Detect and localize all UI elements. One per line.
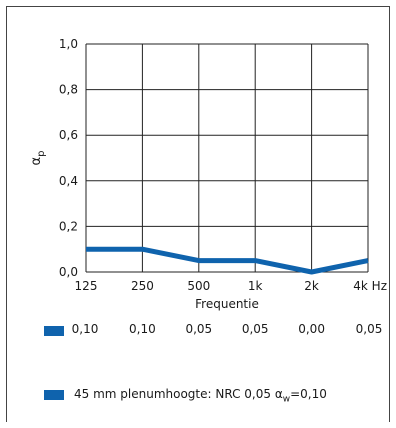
y-tick-label: 0,6 [59, 128, 78, 142]
value-label: 0,05 [185, 322, 213, 336]
x-tick-label: 250 [131, 279, 154, 293]
x-tick-label: 1k [248, 279, 263, 293]
y-tick-labels: 0,0 0,2 0,4 0,6 0,8 1,0 [59, 37, 78, 279]
x-tick-label: 2k [304, 279, 319, 293]
y-axis-label: αp [29, 151, 47, 166]
legend: 45 mm plenumhoogte: NRC 0,05 αw=0,10 [44, 386, 384, 406]
value-label: 0,10 [71, 322, 99, 336]
legend-suffix: =0,10 [290, 387, 327, 401]
y-tick-label: 1,0 [59, 37, 78, 51]
x-tick-label: 500 [187, 279, 210, 293]
x-tick-label: 125 [75, 279, 98, 293]
x-tick-label: 4k Hz [353, 279, 387, 293]
value-label: 0,05 [241, 322, 269, 336]
legend-prefix: 45 mm plenumhoogte: NRC 0,05 [74, 387, 275, 401]
x-axis-label: Frequentie [195, 297, 259, 311]
value-row: 0,10 0,10 0,05 0,05 0,00 0,05 [44, 322, 384, 342]
legend-alpha-sub: w [282, 394, 291, 405]
chart-frame [6, 6, 390, 422]
grid-lines [85, 43, 369, 273]
legend-text: 45 mm plenumhoogte: NRC 0,05 αw=0,10 [74, 387, 327, 404]
legend-alpha: α [274, 387, 283, 401]
value-row-swatch [44, 326, 64, 336]
legend-swatch [44, 390, 64, 400]
y-tick-label: 0,4 [59, 174, 78, 188]
y-tick-label: 0,2 [59, 219, 78, 233]
y-tick-label: 0,0 [59, 265, 78, 279]
x-tick-labels: 125 250 500 1k 2k 4k Hz [75, 279, 387, 293]
y-tick-label: 0,8 [59, 83, 78, 97]
value-label: 0,10 [129, 322, 156, 336]
series-line [86, 246, 369, 275]
value-label: 0,00 [298, 322, 325, 336]
value-label: 0,05 [355, 322, 383, 336]
